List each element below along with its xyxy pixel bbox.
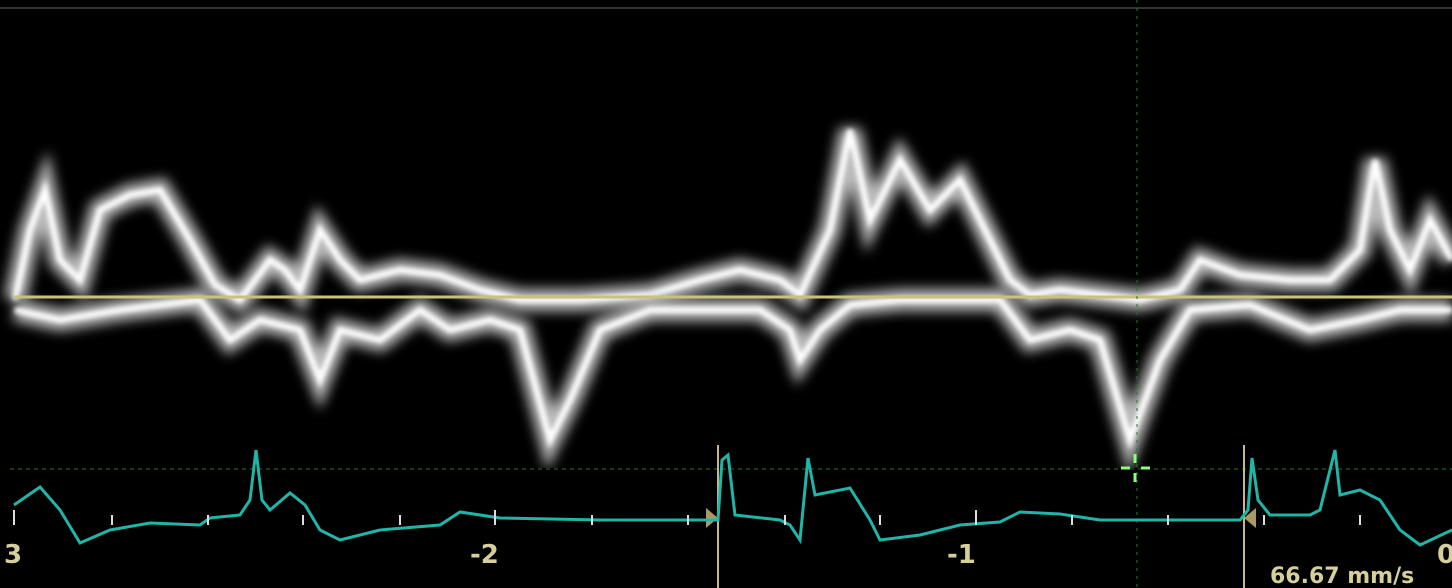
time-label: -1 <box>947 540 976 570</box>
time-label: 0 <box>1437 540 1452 570</box>
time-label: 3 <box>4 540 22 570</box>
time-ticks <box>13 510 1361 525</box>
beat-arrow <box>1244 508 1256 528</box>
cursor-crosshair[interactable] <box>1121 454 1150 482</box>
doppler-spectrum <box>4 127 1452 475</box>
time-label: -2 <box>470 540 499 570</box>
beat-arrow <box>706 508 718 528</box>
sweep-speed: 66.67 mm/s <box>1270 564 1414 588</box>
